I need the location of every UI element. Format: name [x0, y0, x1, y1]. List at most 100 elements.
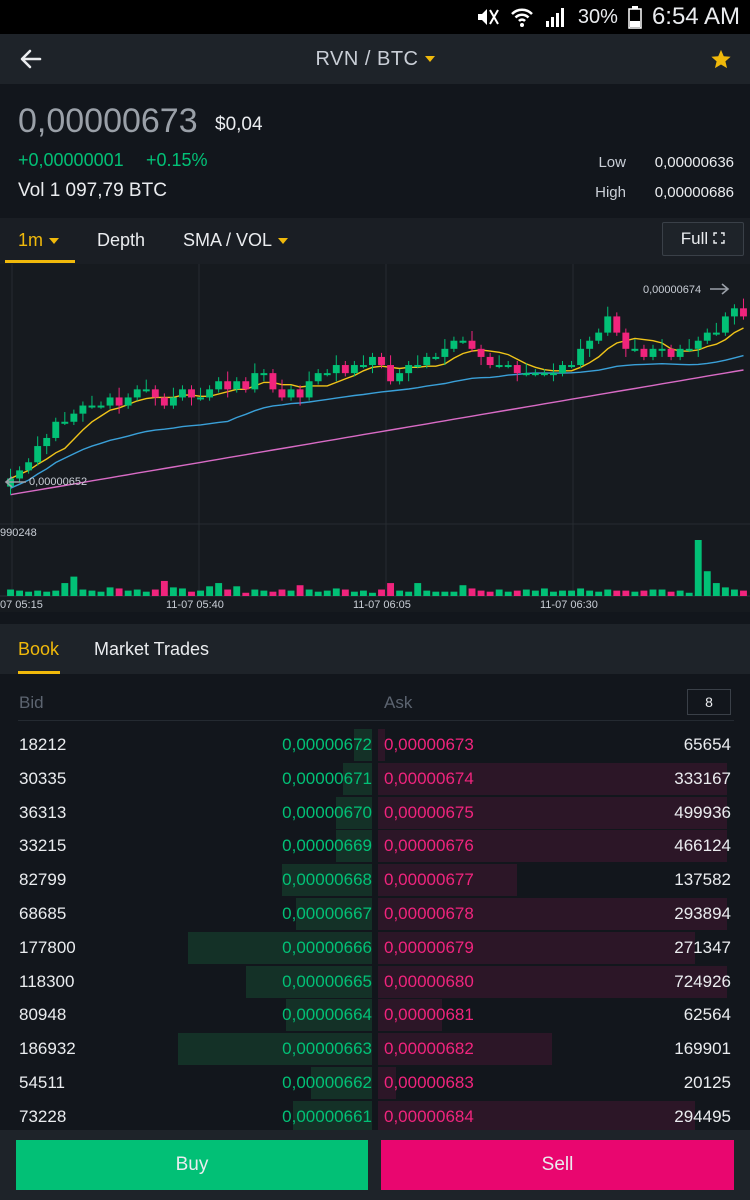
book-row[interactable]: 30335 0,00000671 0,00000674 333167 — [0, 762, 750, 797]
tab-market-trades[interactable]: Market Trades — [94, 639, 210, 659]
candle — [124, 397, 132, 406]
candle — [586, 340, 594, 349]
candle — [513, 365, 521, 374]
book-row[interactable]: 54511 0,00000662 0,00000683 20125 — [0, 1066, 750, 1101]
sell-button[interactable]: Sell — [381, 1140, 734, 1190]
volume-bar — [387, 583, 395, 596]
volume-bar — [251, 589, 259, 596]
bid-depth-bar — [178, 1033, 372, 1066]
ask-quantity: 499936 — [674, 802, 731, 822]
volume-bar — [432, 591, 440, 596]
candle — [16, 470, 24, 479]
volume-bar — [486, 591, 494, 596]
bid-quantity: 186932 — [19, 1039, 76, 1059]
ask-quantity: 20125 — [683, 1072, 731, 1092]
candle — [730, 308, 738, 317]
volume-bar — [649, 589, 657, 596]
volume-bar — [16, 590, 24, 596]
back-arrow-icon[interactable] — [18, 46, 44, 72]
book-row[interactable]: 73228 0,00000661 0,00000684 294495 — [0, 1100, 750, 1135]
ask-depth-bar — [378, 897, 727, 930]
candle — [52, 421, 60, 438]
price-chart[interactable]: 0,00000674 0,00000652 990248 07 05:15 11… — [0, 264, 750, 612]
last-price: 0,00000673 — [18, 102, 198, 140]
active-tab-indicator — [18, 671, 60, 674]
time-label: 11-07 06:05 — [353, 599, 411, 611]
book-row[interactable]: 82799 0,00000668 0,00000677 137582 — [0, 864, 750, 898]
trade-footer: Buy Sell — [0, 1130, 750, 1200]
wifi-icon — [510, 6, 534, 28]
ask-quantity: 271347 — [674, 937, 731, 957]
ask-depth-bar — [378, 1033, 552, 1066]
bid-depth-bar — [188, 931, 372, 964]
candle — [296, 389, 304, 398]
ask-quantity: 724926 — [674, 971, 731, 991]
book-row[interactable]: 18212 0,00000672 0,00000673 65654 — [0, 729, 750, 763]
candle — [79, 405, 87, 414]
buy-button[interactable]: Buy — [16, 1140, 368, 1190]
candle — [712, 332, 720, 335]
indicator-selector[interactable]: SMA / VOL — [183, 230, 289, 251]
ask-quantity: 62564 — [683, 1005, 731, 1025]
ask-price: 0,00000673 — [384, 735, 474, 754]
volume-bar — [323, 590, 331, 596]
moving-average-lines — [10, 327, 744, 496]
book-row[interactable]: 177800 0,00000666 0,00000679 271347 — [0, 931, 750, 966]
book-row[interactable]: 80948 0,00000664 0,00000681 62564 — [0, 999, 750, 1033]
book-row[interactable]: 186932 0,00000663 0,00000682 169901 — [0, 1033, 750, 1067]
book-row[interactable]: 68685 0,00000667 0,00000678 293894 — [0, 897, 750, 932]
book-row[interactable]: 33215 0,00000669 0,00000676 466124 — [0, 830, 750, 864]
ask-price: 0,00000677 — [384, 870, 474, 890]
interval-label: 1m — [18, 230, 44, 250]
bid-price: 0,00000662 — [282, 1072, 372, 1092]
pair-selector[interactable]: RVN / BTC — [315, 48, 435, 71]
book-row[interactable]: 118300 0,00000665 0,00000680 724926 — [0, 965, 750, 1000]
volume-bar — [658, 589, 666, 596]
candle — [640, 348, 648, 357]
volume-bar — [685, 592, 693, 596]
price-change-percent: +0.15% — [146, 150, 208, 170]
volume-bar — [712, 583, 720, 596]
candle — [450, 340, 458, 349]
bid-depth-bar — [354, 729, 372, 761]
volume-bar — [622, 590, 630, 596]
volume-bar — [188, 591, 195, 596]
tab-book[interactable]: Book — [18, 639, 60, 659]
bid-depth-bar — [282, 864, 372, 897]
volume-bar — [640, 590, 648, 596]
interval-selector[interactable]: 1m — [18, 230, 60, 251]
volume-bar — [604, 589, 612, 596]
candle — [559, 365, 566, 374]
ask-price: 0,00000680 — [384, 971, 474, 991]
candle — [522, 373, 530, 376]
tab-depth[interactable]: Depth — [97, 230, 145, 251]
depth-selector[interactable]: 8 — [687, 689, 731, 715]
candle — [133, 389, 141, 398]
bid-depth-bar — [336, 830, 372, 863]
bid-quantity: 73228 — [19, 1106, 67, 1126]
usd-price: $0,04 — [215, 114, 263, 135]
candle — [649, 348, 657, 357]
ask-price: 0,00000682 — [384, 1039, 474, 1059]
volume-bar — [332, 588, 340, 596]
candle — [179, 389, 186, 398]
bid-quantity: 118300 — [19, 971, 75, 991]
candle — [369, 356, 376, 366]
volume-bar — [477, 590, 485, 596]
bid-depth-bar — [336, 796, 372, 829]
bid-price: 0,00000663 — [282, 1039, 372, 1059]
candle — [387, 365, 395, 382]
volume-bar — [278, 589, 286, 596]
volume-bar — [441, 591, 449, 596]
candlestick-chart: 0,00000674 0,00000652 990248 07 05:15 11… — [0, 264, 750, 611]
book-row[interactable]: 36313 0,00000670 0,00000675 499936 — [0, 796, 750, 831]
candle — [486, 356, 494, 366]
candle — [667, 348, 675, 357]
book-tabs: Book Market Trades — [0, 624, 750, 674]
candle — [332, 365, 340, 374]
ask-quantity: 333167 — [674, 768, 731, 788]
candle — [323, 373, 331, 376]
fullscreen-button[interactable]: Full — [662, 222, 744, 256]
favorite-star-icon[interactable] — [710, 48, 732, 70]
bid-depth-bar — [293, 1100, 372, 1133]
